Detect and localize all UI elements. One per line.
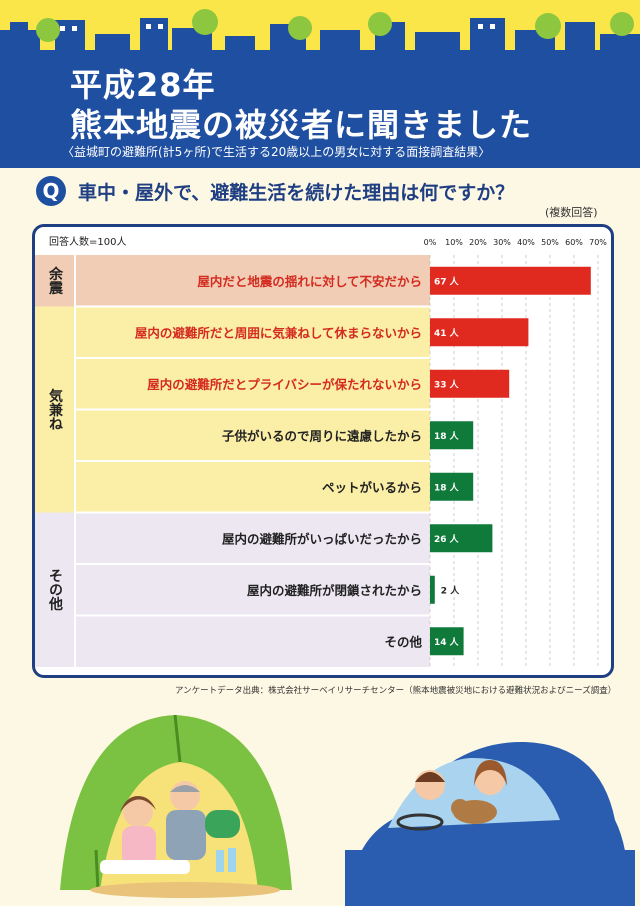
- question-badge: Q: [36, 176, 66, 206]
- group-band: [35, 255, 75, 307]
- category-label: 屋内の避難所だとプライバシーが保たれないから: [147, 377, 422, 392]
- category-label: その他: [384, 634, 422, 649]
- chart-panel: 余震気兼ねその他 0% 10% 20% 30% 40% 50% 60% 70% 屋内だと地震の揺れ…: [32, 224, 614, 678]
- x-tick-label: 50%: [541, 238, 559, 247]
- x-tick-label: 40%: [517, 238, 535, 247]
- category-label: 子供がいるので周りに遠慮したから: [222, 428, 422, 443]
- value-label: 2 人: [441, 584, 460, 596]
- bar: [430, 627, 464, 656]
- value-label: 14 人: [434, 636, 460, 648]
- x-tick-label: 60%: [565, 238, 583, 247]
- bar: [430, 472, 474, 501]
- group-band: [35, 306, 75, 513]
- category-label: 屋内だと地震の揺れに対して不安だから: [197, 274, 422, 289]
- category-label: 屋内の避難所だと周囲に気兼ねして休まらないから: [135, 325, 422, 340]
- page-subtitle: 〈益城町の避難所(計5ヶ所)で生活する20歳以上の男女に対する面接調査結果〉: [62, 145, 491, 159]
- data-source-note: アンケートデータ出典：株式会社サーベイリサーチセンター（熊本地震被災地における避…: [175, 686, 617, 696]
- value-label: 26 人: [434, 533, 460, 545]
- plot-area: [430, 255, 606, 667]
- category-label: ペットがいるから: [322, 480, 422, 495]
- group-label: 気兼ね: [47, 388, 63, 431]
- question-text: 車中・屋外で、避難生活を続けた理由は何ですか？: [78, 182, 515, 204]
- x-tick-label: 0%: [424, 238, 437, 247]
- value-label: 18 人: [434, 430, 460, 442]
- page-title-line-1: 平成28年: [70, 66, 216, 104]
- tent-illustration: [60, 714, 292, 898]
- bar: [430, 266, 591, 295]
- multiple-answer-note: (複数回答): [545, 206, 598, 219]
- category-label: 屋内の避難所がいっぱいだったから: [222, 531, 422, 546]
- header-banner: 平成28年 熊本地震の被災者に聞きました 〈益城町の避難所(計5ヶ所)で生活する…: [0, 0, 640, 168]
- bar: [430, 369, 510, 398]
- value-label: 33 人: [434, 378, 460, 390]
- evacuation-illustration: [60, 714, 635, 906]
- value-label: 18 人: [434, 481, 460, 493]
- value-label: 41 人: [434, 327, 460, 339]
- group-row-background: [75, 255, 430, 307]
- group-row-background: [75, 512, 430, 667]
- x-tick-label: 20%: [469, 238, 487, 247]
- value-label: 67 人: [434, 275, 460, 287]
- header-blue-band: [0, 50, 640, 168]
- bar: [430, 524, 493, 553]
- question-heading: Q 車中・屋外で、避難生活を続けた理由は何ですか？: [36, 176, 616, 206]
- bar: [430, 421, 474, 450]
- car-illustration: [345, 741, 635, 906]
- group-band: [35, 512, 75, 667]
- page-title-line-2: 熊本地震の被災者に聞きました: [70, 106, 533, 144]
- group-label: 余震: [47, 266, 64, 296]
- bar: [430, 575, 435, 604]
- category-label: 屋内の避難所が閉鎖されたから: [247, 583, 422, 598]
- bar: [430, 318, 529, 347]
- group-label: その他: [47, 569, 64, 612]
- respondent-count: 回答人数=100人: [49, 237, 127, 248]
- x-tick-label: 10%: [445, 238, 463, 247]
- x-tick-label: 70%: [589, 238, 607, 247]
- x-tick-label: 30%: [493, 238, 511, 247]
